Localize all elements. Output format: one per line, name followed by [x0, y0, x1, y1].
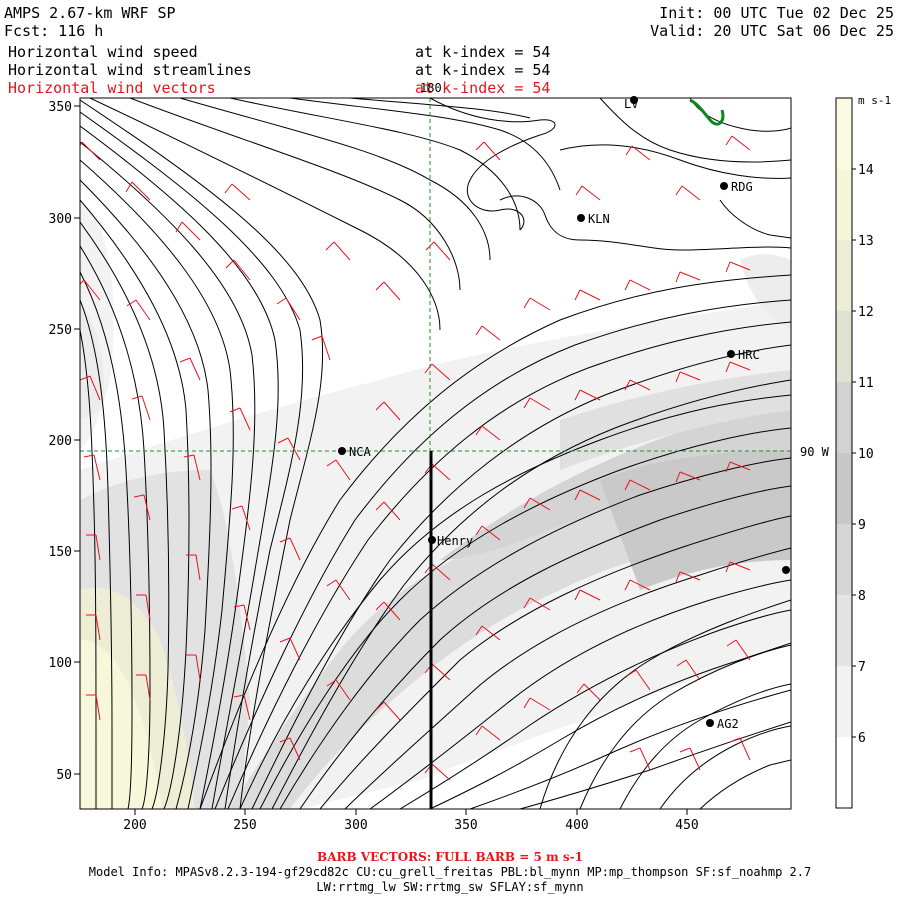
colorbar-band	[836, 98, 852, 169]
field-level-streamlines: at k-index = 54	[415, 61, 551, 79]
x-tick-label: 300	[344, 818, 367, 833]
valid-time: Valid: 20 UTC Sat 06 Dec 25	[650, 22, 894, 40]
parallel-label: 90 W	[800, 445, 830, 459]
colorbar-tick-label: 10	[858, 447, 874, 462]
colorbar-band	[836, 453, 852, 524]
station-KLN-marker	[577, 214, 585, 222]
station-Henry-marker	[428, 536, 436, 544]
station-AG2-label: AG2	[717, 717, 739, 731]
model-info: Model Info: MPASv8.2.3-194-gf29cd82c CU:…	[88, 865, 812, 879]
colorbar-band	[836, 240, 852, 311]
x-tick-label: 450	[675, 818, 698, 833]
station-markers: LV RDG KLN HRC NCA Henry AG2	[338, 96, 790, 731]
station-HRC-marker	[727, 350, 735, 358]
station-NCA-label: NCA	[349, 445, 371, 459]
y-tick-label: 50	[56, 768, 72, 783]
field-name-streamlines: Horizontal wind streamlines	[8, 61, 252, 79]
wind-speed-shading	[80, 98, 791, 809]
colorbar-tick-label: 12	[858, 305, 874, 320]
barb-note: BARB VECTORS: FULL BARB = 5 m s-1	[317, 850, 583, 864]
colorbar: 6 7 8 9 10 11 12 13 14 m s-1	[835, 94, 891, 809]
coastline-highlight	[689, 98, 725, 126]
station-HRC-label: HRC	[738, 348, 760, 362]
field-name-vectors: Horizontal wind vectors	[8, 79, 216, 97]
colorbar-band	[836, 524, 852, 595]
y-axis: 50 100 150 200 250 300 350	[49, 100, 80, 783]
y-tick-label: 150	[49, 545, 72, 560]
colorbar-band	[836, 311, 852, 382]
field-level-speed: at k-index = 54	[415, 43, 551, 61]
colorbar-tick-label: 6	[858, 731, 866, 746]
colorbar-band	[836, 737, 852, 808]
meridian-label: 180	[420, 81, 442, 95]
colorbar-band	[836, 666, 852, 737]
colorbar-tick-label: 13	[858, 234, 874, 249]
x-tick-label: 350	[454, 818, 477, 833]
x-tick-label: 250	[233, 818, 256, 833]
model-info-2: LW:rrtmg_lw SW:rrtmg_sw SFLAY:sf_mynn	[316, 880, 584, 894]
colorbar-tick-label: 8	[858, 589, 866, 604]
y-tick-label: 250	[49, 323, 72, 338]
station-RDG-marker	[720, 182, 728, 190]
station-LV-label: LV	[624, 97, 638, 111]
colorbar-tick-label: 14	[858, 163, 874, 178]
init-time: Init: 00 UTC Tue 02 Dec 25	[659, 4, 894, 22]
colorbar-band	[836, 382, 852, 453]
wind-barbs	[80, 135, 751, 781]
colorbar-band	[836, 169, 852, 240]
x-axis: 200 250 300 350 400 450	[123, 809, 699, 833]
model-title: AMPS 2.67-km WRF SP	[4, 4, 176, 22]
station-Henry-label: Henry	[437, 534, 473, 548]
y-tick-label: 100	[49, 656, 72, 671]
colorbar-tick-label: 7	[858, 660, 866, 675]
field-level-vectors: at k-index = 54	[415, 79, 551, 97]
colorbar-band	[836, 595, 852, 666]
station-NCA-marker	[338, 447, 346, 455]
colorbar-units: m s-1	[858, 94, 891, 107]
streamlines	[80, 98, 791, 809]
x-tick-label: 400	[565, 818, 588, 833]
y-tick-label: 200	[49, 434, 72, 449]
forecast-hour: Fcst: 116 h	[4, 22, 104, 40]
station-RDG-label: RDG	[731, 180, 753, 194]
station-edge-marker	[782, 566, 790, 574]
y-tick-label: 300	[49, 212, 72, 227]
station-KLN-label: KLN	[588, 212, 610, 226]
station-LV-marker	[630, 96, 638, 104]
colorbar-tick-label: 9	[858, 518, 866, 533]
plot-frame	[79, 97, 792, 810]
station-AG2-marker	[706, 719, 714, 727]
y-tick-label: 350	[49, 100, 72, 115]
field-name-speed: Horizontal wind speed	[8, 43, 198, 61]
colorbar-tick-label: 11	[858, 376, 874, 391]
x-tick-label: 200	[123, 818, 146, 833]
